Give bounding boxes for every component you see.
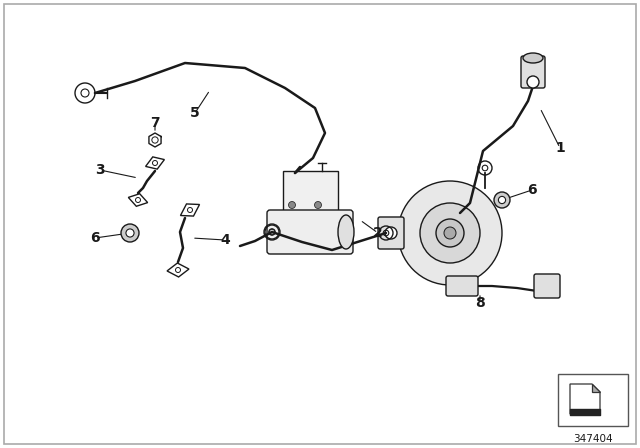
FancyBboxPatch shape <box>446 276 478 296</box>
Circle shape <box>420 203 480 263</box>
FancyBboxPatch shape <box>282 171 337 213</box>
Circle shape <box>444 227 456 239</box>
Polygon shape <box>592 384 600 392</box>
Circle shape <box>126 229 134 237</box>
Bar <box>558 374 628 426</box>
FancyBboxPatch shape <box>534 274 560 298</box>
FancyBboxPatch shape <box>378 217 404 249</box>
Text: 6: 6 <box>90 231 100 245</box>
Circle shape <box>314 202 321 208</box>
Text: 2: 2 <box>373 226 383 240</box>
Circle shape <box>398 181 502 285</box>
Polygon shape <box>149 133 161 147</box>
Circle shape <box>499 196 506 203</box>
Circle shape <box>121 224 139 242</box>
Text: 8: 8 <box>475 296 485 310</box>
Text: 5: 5 <box>190 106 200 120</box>
Circle shape <box>494 192 510 208</box>
Circle shape <box>385 227 397 239</box>
Text: 347404: 347404 <box>573 434 613 444</box>
Ellipse shape <box>338 215 354 249</box>
Ellipse shape <box>523 53 543 63</box>
Circle shape <box>436 219 464 247</box>
Circle shape <box>527 76 539 88</box>
Polygon shape <box>570 384 600 414</box>
Text: 6: 6 <box>527 183 537 197</box>
Text: 7: 7 <box>150 116 160 130</box>
Circle shape <box>289 202 296 208</box>
Text: 1: 1 <box>555 141 565 155</box>
Text: 3: 3 <box>95 163 105 177</box>
FancyBboxPatch shape <box>521 56 545 88</box>
Text: 4: 4 <box>220 233 230 247</box>
FancyBboxPatch shape <box>267 210 353 254</box>
